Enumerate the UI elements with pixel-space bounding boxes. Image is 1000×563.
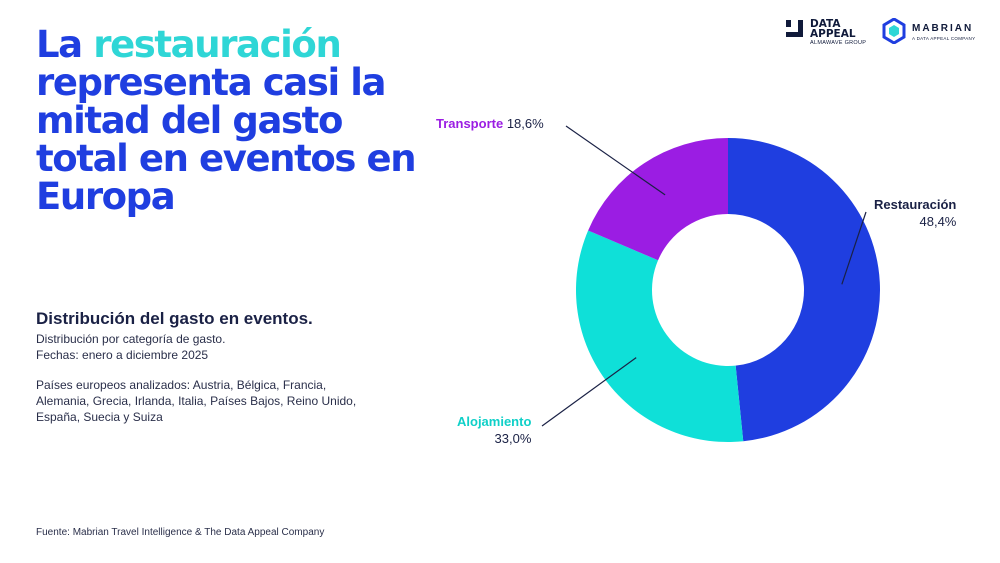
leader-line-alojamiento <box>541 357 637 427</box>
headline-highlight: restauración <box>93 23 342 66</box>
mabrian-logo: MABRIAN A DATA APPEAL COMPANY <box>882 18 982 48</box>
slice-category-transporte: Transporte <box>436 116 504 131</box>
chart-title: Distribución del gasto en eventos. <box>36 309 313 328</box>
description-line1: Distribución por categoría de gasto. <box>36 332 226 346</box>
slice-label-restauracion: Restauración 48,4% <box>874 196 956 230</box>
donut-slice-restauracion <box>728 138 880 442</box>
slice-label-transporte: Transporte 18,6% <box>436 115 544 132</box>
slice-category-alojamiento: Alojamiento <box>457 414 532 429</box>
description-line4: Alemania, Grecia, Irlanda, Italia, Paíse… <box>36 394 357 408</box>
donut-slice-transporte <box>588 138 728 261</box>
description-line5: España, Suecia y Suiza <box>36 410 163 424</box>
mabrian-logo-icon <box>882 18 906 44</box>
headline: La restauración representa casi la mitad… <box>36 26 436 216</box>
headline-before: La <box>36 23 94 66</box>
mabrian-sub: A DATA APPEAL COMPANY <box>912 36 976 41</box>
data-appeal-sub: ALMAWAVE GROUP <box>810 40 867 46</box>
description-line3: Países europeos analizados: Austria, Bél… <box>36 378 327 392</box>
donut-slice-alojamiento <box>575 230 744 442</box>
chart-description: Distribución del gasto en eventos. Distr… <box>36 309 416 425</box>
headline-after: representa casi la mitad del gasto total… <box>36 61 417 218</box>
slice-value-restauracion: 48,4% <box>919 214 957 229</box>
data-appeal-line1: DATA <box>810 18 841 30</box>
description-line2: Fechas: enero a diciembre 2025 <box>36 348 209 362</box>
data-appeal-line2: APPEAL <box>810 28 856 40</box>
data-appeal-logo: DATA APPEAL ALMAWAVE GROUP <box>786 18 876 50</box>
slice-value-transporte: 18,6% <box>506 116 544 131</box>
slice-value-alojamiento: 33,0% <box>494 431 532 446</box>
leader-line-transporte <box>565 125 666 196</box>
mabrian-name: MABRIAN <box>912 23 974 34</box>
slice-category-restauracion: Restauración <box>874 197 957 212</box>
data-appeal-logo-icon <box>786 20 803 37</box>
data-appeal-name: DATA APPEAL <box>810 18 870 40</box>
source-note: Fuente: Mabrian Travel Intelligence & Th… <box>36 527 325 538</box>
slice-label-alojamiento: Alojamiento 33,0% <box>457 413 531 447</box>
leader-line-restauracion <box>841 211 867 285</box>
